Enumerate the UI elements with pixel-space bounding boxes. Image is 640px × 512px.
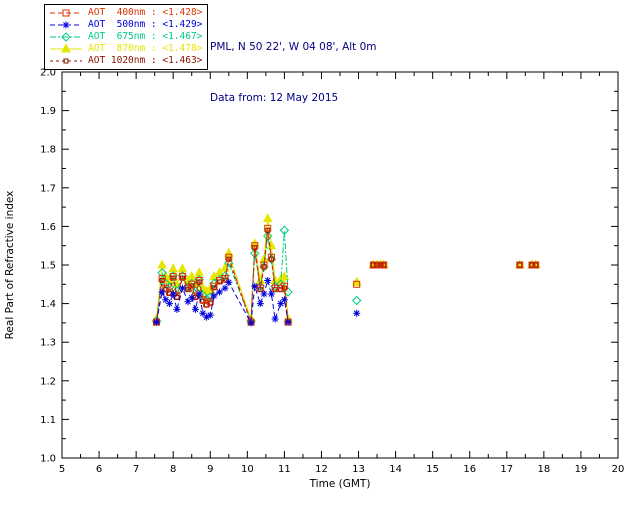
legend-label: AOT 400nm : <1.428> [88,7,203,18]
x-axis-title: Time (GMT) [309,478,371,490]
series-aot-500nm [153,276,361,327]
x-tick-label: 7 [133,464,139,475]
legend-line-sample [50,58,82,64]
x-tick-label: 12 [315,464,328,475]
legend-line-sample [50,43,82,53]
series-aot-675nm [151,225,362,326]
x-tick-label: 6 [96,464,102,475]
x-tick-label: 13 [352,464,365,475]
x-tick-label: 17 [500,464,513,475]
x-tick-label: 18 [537,464,550,475]
y-tick-label: 1.6 [40,222,56,233]
legend-box: AOT 400nm : <1.428> AOT 500nm : <1.429> AO… [44,4,209,70]
data-date-text: Data from: 12 May 2015 [210,92,339,104]
y-tick-label: 1.5 [40,261,56,272]
y-tick-label: 1.8 [40,145,56,156]
legend-item-aot-1020nm: AOT 1020nm : <1.463> [49,55,202,67]
legend-line-sample [50,32,82,42]
y-tick-label: 1.7 [40,183,56,194]
x-tick-label: 9 [207,464,213,475]
x-tick-label: 10 [241,464,254,475]
plot-header: PML, N 50 22', W 04 08', Alt 0m Data fro… [210,5,377,141]
y-axis: 1.0 1.1 1.2 1.3 1.4 1.5 1.6 1.7 1.8 1.9 2.0 [40,68,618,465]
x-tick-label: 20 [612,464,625,475]
x-tick-label: 8 [170,464,176,475]
legend-line-sample [50,21,82,29]
legend-label: AOT 1020nm : <1.463> [88,55,203,66]
y-axis-title: Real Part of Refractive index [4,191,16,340]
x-tick-label: 14 [389,464,402,475]
x-tick-label: 15 [426,464,439,475]
y-tick-label: 2.0 [40,68,56,79]
y-tick-label: 1.0 [40,454,56,465]
legend-line-sample [50,9,82,17]
x-tick-label: 11 [278,464,291,475]
legend-item-aot-400nm: AOT 400nm : <1.428> [49,7,202,19]
x-tick-label: 5 [59,464,65,475]
legend-label: AOT 500nm : <1.429> [88,19,203,30]
legend-label: AOT 870nm : <1.478> [88,43,203,54]
legend-item-aot-870nm: AOT 870nm : <1.478> [49,43,202,55]
series-aot-400nm [153,224,540,326]
y-tick-label: 1.1 [40,415,56,426]
x-tick-label: 19 [575,464,588,475]
x-tick-label: 16 [463,464,476,475]
series-aot-870nm [151,213,541,323]
y-tick-label: 1.4 [40,299,56,310]
y-tick-label: 1.2 [40,376,56,387]
legend-item-aot-500nm: AOT 500nm : <1.429> [49,19,202,31]
x-axis: 5 6 7 8 9 10 11 12 13 14 15 16 17 18 19 20 [59,72,625,475]
legend-item-aot-675nm: AOT 675nm : <1.467> [49,31,202,43]
y-tick-label: 1.9 [40,106,56,117]
legend-label: AOT 675nm : <1.467> [88,31,203,42]
y-tick-label: 1.3 [40,338,56,349]
station-location-text: PML, N 50 22', W 04 08', Alt 0m [210,41,377,53]
